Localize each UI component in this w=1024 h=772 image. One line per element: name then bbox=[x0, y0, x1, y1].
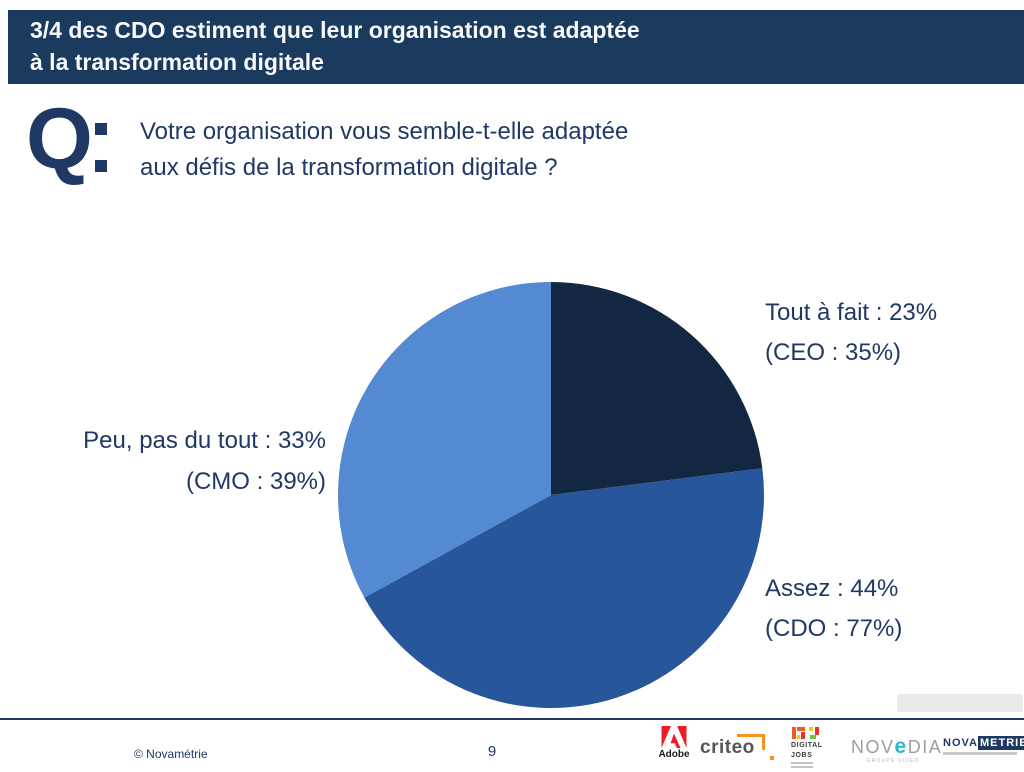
digital-jobs-subtext-bar bbox=[791, 762, 813, 764]
novedia-wordmark: NOVeDIA bbox=[851, 735, 941, 758]
digital-jobs-logo: DIGITAL JOBS bbox=[791, 727, 837, 768]
novedia-suffix: DIA bbox=[907, 737, 943, 757]
pie-label-tout-a-fait-breakdown: (CEO : 35%) bbox=[765, 339, 902, 366]
pie-label-tout-a-fait: Tout à fait : 23% (CEO : 35%) bbox=[765, 293, 937, 373]
question-q-glyph: Q bbox=[26, 91, 93, 187]
novametrie-wordmark: NOVA METRIE bbox=[943, 736, 1024, 750]
pie-label-assez: Assez : 44% (CDO : 77%) bbox=[765, 569, 902, 649]
digital-jobs-label-line1: DIGITAL bbox=[791, 742, 823, 749]
pie-label-peu-pas-du-tout-breakdown: (CMO : 39%) bbox=[185, 468, 326, 495]
adobe-logo: Adobe bbox=[656, 726, 692, 760]
adobe-logo-label: Adobe bbox=[658, 749, 690, 760]
pie-slice-peu-pas-du-tout bbox=[338, 282, 551, 598]
pie-label-assez-value: Assez : 44% bbox=[765, 575, 899, 602]
pie-slice-tout-fait bbox=[551, 282, 763, 495]
question-text: Votre organisation vous semble-t-elle ad… bbox=[140, 114, 628, 186]
question-colon-dot-bottom bbox=[95, 160, 107, 172]
pie-label-peu-pas-du-tout: Peu, pas du tout : 33% (CMO : 39%) bbox=[28, 420, 326, 502]
adobe-a-icon bbox=[661, 726, 687, 748]
pie-label-peu-pas-du-tout-value: Peu, pas du tout : 33% bbox=[83, 427, 326, 454]
criteo-bracket-icon bbox=[737, 734, 765, 750]
criteo-logo-label: criteo bbox=[700, 737, 755, 758]
copyright-text: © Novamétrie bbox=[134, 747, 208, 761]
question-colon-dot-top bbox=[95, 123, 107, 135]
novedia-e-icon: e bbox=[894, 735, 908, 758]
novametrie-subtext-bar bbox=[943, 752, 1017, 755]
novametrie-part2: METRIE bbox=[977, 736, 1024, 750]
criteo-logo: criteo bbox=[700, 734, 774, 765]
pie-chart bbox=[338, 282, 764, 708]
novedia-prefix: NOV bbox=[851, 737, 895, 757]
novametrie-part1: NOVA bbox=[943, 737, 978, 749]
pie-label-assez-breakdown: (CDO : 77%) bbox=[765, 615, 903, 642]
slide-title-line1: 3/4 des CDO estiment que leur organisati… bbox=[30, 17, 640, 43]
digital-jobs-subtext-bar bbox=[791, 766, 813, 768]
question-line2: aux défis de la transformation digitale … bbox=[140, 154, 558, 181]
question-line1: Votre organisation vous semble-t-elle ad… bbox=[140, 118, 629, 145]
watermark-box bbox=[897, 694, 1023, 712]
page-number: 9 bbox=[487, 743, 497, 760]
novedia-logo: NOVeDIA GROUPE VIDEO bbox=[851, 735, 941, 764]
footer-divider bbox=[0, 718, 1024, 720]
slide-title-bar: 3/4 des CDO estiment que leur organisati… bbox=[8, 10, 1024, 84]
pie-label-tout-a-fait-value: Tout à fait : 23% bbox=[765, 299, 938, 326]
novedia-subtitle: GROUPE VIDEO bbox=[866, 758, 920, 764]
digital-jobs-label-line2: JOBS bbox=[791, 752, 813, 759]
slide-title-line2: à la transformation digitale bbox=[30, 49, 324, 75]
digital-jobs-mark-icon bbox=[792, 727, 820, 740]
pie-slice-assez bbox=[364, 468, 764, 708]
novametrie-logo: NOVA METRIE bbox=[943, 736, 1024, 755]
criteo-period-icon bbox=[770, 756, 774, 760]
